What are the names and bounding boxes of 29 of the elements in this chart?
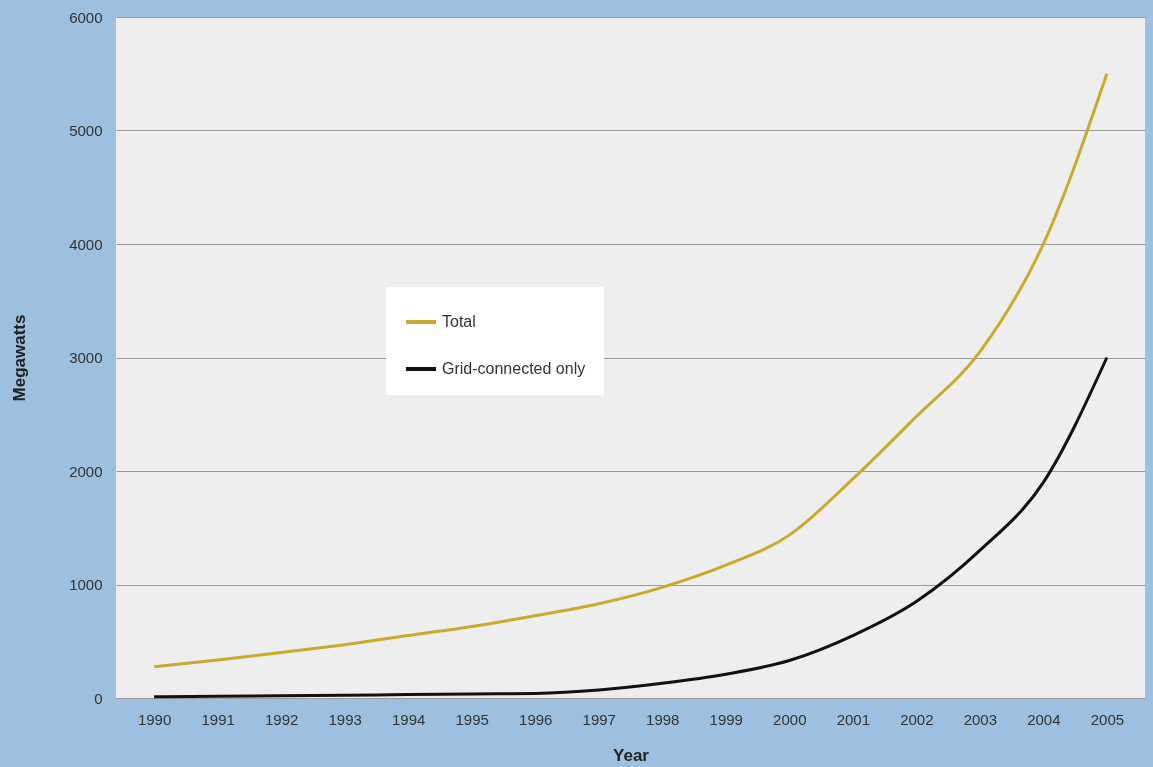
x-tick-label: 1994 <box>392 710 426 728</box>
x-tick-label: 1998 <box>646 710 680 728</box>
x-tick-label: 2000 <box>773 710 807 728</box>
x-tick-label: 2002 <box>900 710 934 728</box>
x-tick-label: 1996 <box>519 710 553 728</box>
y-tick-label: 0 <box>94 689 103 707</box>
x-tick-label: 1992 <box>264 710 299 728</box>
x-tick-label: 1993 <box>328 710 362 728</box>
legend-label: Total <box>442 313 476 330</box>
y-tick-label: 1000 <box>69 576 103 593</box>
x-tick-label: 2001 <box>836 710 870 728</box>
legend-label: Grid-connected only <box>442 360 586 377</box>
y-tick-label: 5000 <box>69 122 103 139</box>
line-series <box>152 356 1109 699</box>
x-tick-label: 1990 <box>137 710 172 728</box>
y-tick-label: 3000 <box>69 349 103 366</box>
x-tick-label: 1999 <box>709 710 743 728</box>
y-tick-label: 2000 <box>69 462 103 480</box>
x-tick-label: 1997 <box>582 710 616 728</box>
x-tick-label: 2005 <box>1090 710 1125 728</box>
x-tick-label: 2004 <box>1027 710 1061 728</box>
x-tick-label: 1991 <box>201 710 235 728</box>
x-tick-label: 1995 <box>455 710 489 728</box>
line-series <box>152 72 1109 669</box>
y-tick-label: 6000 <box>69 8 103 26</box>
x-tick-label: 2003 <box>963 710 998 728</box>
y-axis-title: Megawatts <box>10 314 30 402</box>
y-tick-label: 4000 <box>69 235 103 253</box>
x-axis-title: Year <box>613 745 650 765</box>
